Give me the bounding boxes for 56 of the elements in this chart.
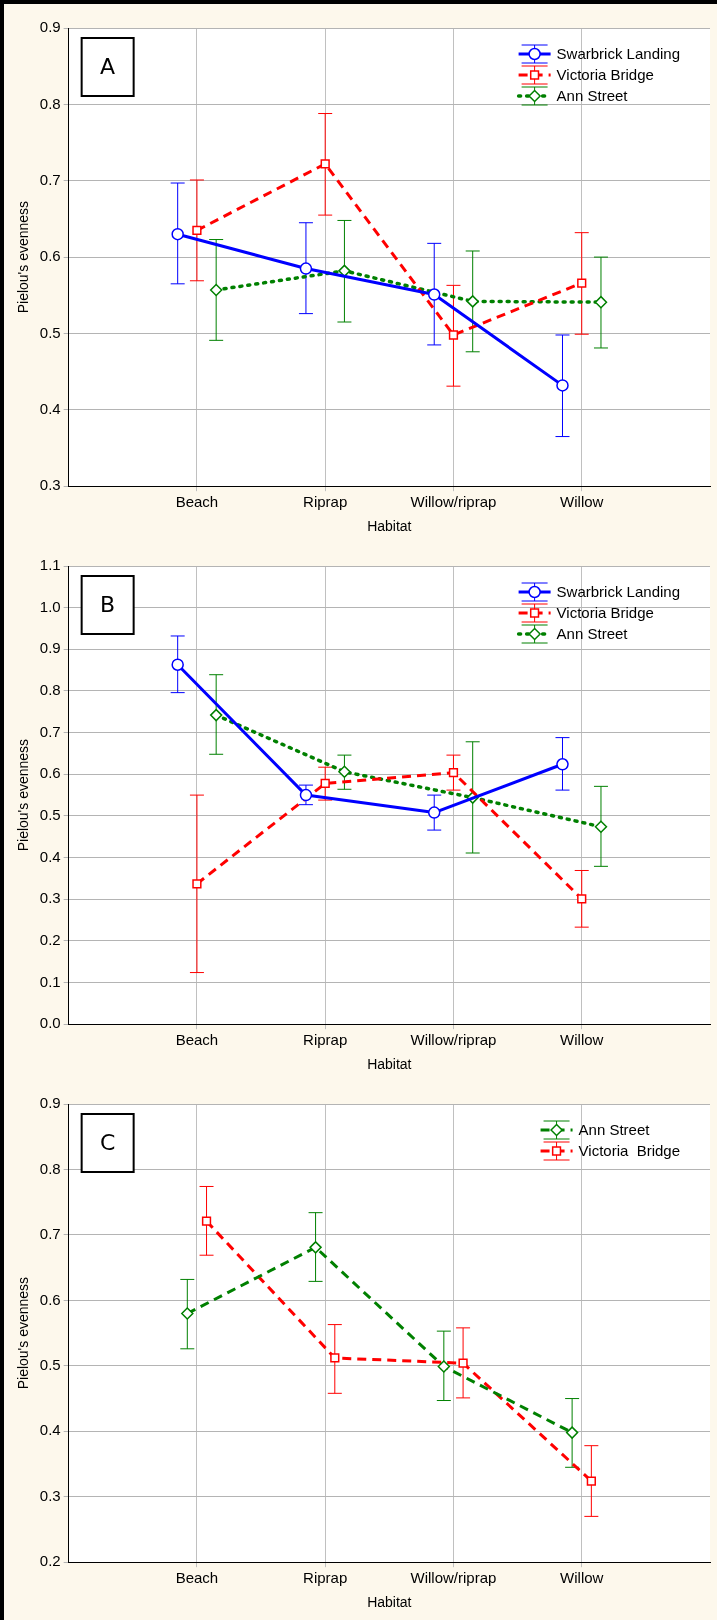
y-tick-label: 0.5 — [39, 1355, 61, 1373]
legend-label: Swarbrick Landing — [556, 583, 681, 601]
y-tick-label: 0.8 — [39, 1159, 61, 1177]
y-tick-label: 0.4 — [39, 1421, 61, 1439]
x-tick-label: Riprap — [303, 493, 348, 511]
y-tick-label: 0.4 — [39, 847, 61, 865]
x-tick-label: Beach — [175, 1031, 219, 1049]
legend-label: Ann Street — [556, 625, 629, 643]
y-axis-title: Pielou's evenness — [15, 200, 32, 314]
y-tick-label: 0.7 — [39, 170, 61, 188]
y-tick-label: 0.4 — [39, 399, 61, 417]
x-tick-label: Beach — [175, 493, 219, 511]
y-tick-label: 0.2 — [39, 1552, 61, 1570]
y-tick-label: 0.8 — [39, 681, 61, 699]
y-tick-label: 0.7 — [39, 1225, 61, 1243]
y-tick-label: 0.7 — [39, 722, 61, 740]
annotation: B — [100, 591, 116, 617]
legend-label: Victoria Bridge — [556, 66, 654, 84]
legend-label: Ann Street — [578, 1121, 651, 1139]
y-tick-label: 0.3 — [39, 476, 61, 494]
y-tick-label: 1.1 — [39, 556, 61, 574]
x-tick-label: Riprap — [303, 1031, 348, 1049]
x-tick-label: Willow — [560, 493, 604, 511]
y-axis-title: Pielou's evenness — [15, 738, 32, 852]
x-tick-label: Willow/riprap — [410, 1569, 497, 1587]
x-tick-label: Willow — [560, 1031, 604, 1049]
annotation: C — [99, 1129, 116, 1155]
y-axis-title: Pielou's evenness — [15, 1276, 32, 1390]
x-axis-title: Habitat — [367, 1594, 412, 1611]
x-axis-title: Habitat — [367, 518, 412, 535]
y-tick-label: 0.9 — [39, 18, 61, 36]
annotation: A — [100, 53, 116, 79]
x-tick-label: Willow/riprap — [410, 1031, 497, 1049]
y-tick-label: 0.5 — [39, 323, 61, 341]
y-tick-label: 0.1 — [39, 972, 61, 990]
y-tick-label: 0.9 — [39, 639, 61, 657]
y-tick-label: 0.5 — [39, 806, 61, 824]
y-tick-label: 0.3 — [39, 1486, 61, 1504]
x-axis-title: Habitat — [367, 1056, 412, 1073]
legend-label: Ann Street — [556, 87, 629, 105]
x-tick-label: Riprap — [303, 1569, 348, 1587]
y-tick-label: 1.0 — [39, 597, 61, 615]
legend-label: Victoria Bridge — [578, 1142, 681, 1160]
x-tick-label: Beach — [175, 1569, 219, 1587]
x-tick-label: Willow/riprap — [410, 493, 497, 511]
legend-label: Swarbrick Landing — [556, 45, 681, 63]
y-tick-label: 0.3 — [39, 889, 61, 907]
y-tick-label: 0.0 — [39, 1014, 61, 1032]
y-tick-label: 0.8 — [39, 94, 61, 112]
y-tick-label: 0.6 — [39, 1290, 61, 1308]
legend-label: Victoria Bridge — [556, 604, 654, 622]
y-tick-label: 0.6 — [39, 764, 61, 782]
x-tick-label: Willow — [560, 1569, 604, 1587]
y-tick-label: 0.6 — [39, 247, 61, 265]
y-tick-label: 0.9 — [39, 1094, 61, 1112]
y-tick-label: 0.2 — [39, 931, 61, 949]
